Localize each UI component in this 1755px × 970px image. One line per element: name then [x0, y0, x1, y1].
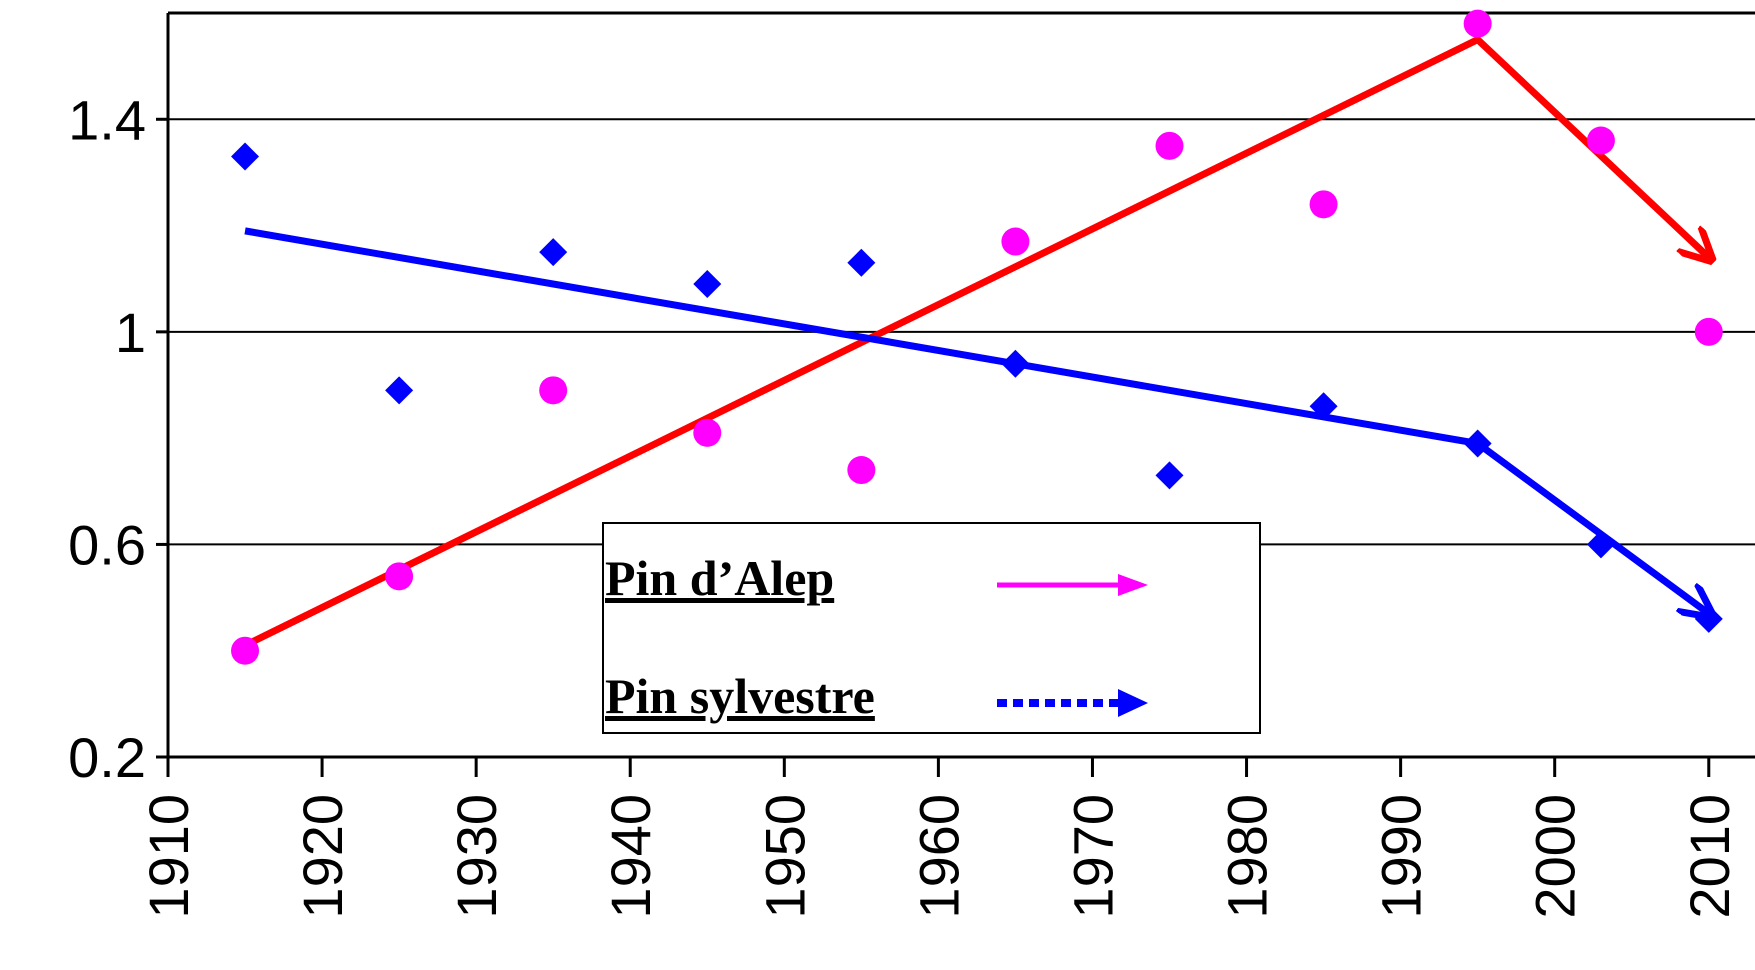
data-point: [539, 376, 568, 405]
data-point: [847, 248, 876, 277]
x-tick-label: 1970: [1061, 794, 1124, 919]
data-point: [1586, 126, 1615, 155]
grid-lines: [168, 118, 1755, 546]
legend-label: Pin d’Alep: [605, 550, 834, 606]
data-point: [385, 376, 414, 405]
data-point: [1694, 604, 1723, 633]
x-tick-label: 1950: [753, 794, 816, 919]
data-point: [693, 418, 722, 447]
data-point: [1463, 9, 1492, 38]
data-point: [1309, 190, 1338, 219]
y-tick-label: 1: [115, 301, 146, 364]
legend: Pin d’Alep Pin sylvestre: [602, 522, 1261, 734]
y-tick-label: 0.2: [68, 726, 146, 789]
data-point: [539, 238, 568, 267]
x-tick-label: 2010: [1678, 794, 1741, 919]
x-tick-label: 1960: [907, 794, 970, 919]
x-tick-label: 1990: [1370, 794, 1433, 919]
data-point: [1586, 530, 1615, 559]
data-point: [1001, 227, 1030, 256]
data-point: [231, 142, 260, 171]
data-point: [385, 562, 414, 591]
y-tick-label: 0.6: [68, 513, 146, 576]
legend-box: [602, 522, 1261, 734]
x-tick-label: 1980: [1216, 794, 1279, 919]
data-point: [1463, 429, 1492, 458]
data-point: [693, 270, 722, 299]
data-point: [231, 636, 260, 665]
data-point: [1309, 392, 1338, 421]
y-tick-label: 1.4: [68, 88, 146, 151]
x-tick-label: 2000: [1524, 794, 1587, 919]
data-point: [1155, 461, 1184, 490]
legend-swatch-arrow: [1118, 574, 1148, 596]
data-point: [847, 456, 876, 485]
data-points: [231, 9, 1723, 665]
data-point: [1155, 131, 1184, 160]
data-point: [1694, 317, 1723, 346]
legend-label: Pin sylvestre: [605, 668, 875, 724]
x-tick-label: 1910: [137, 794, 200, 919]
axes: 0.2 0.6 1 1.4 1910 1920 1930 1940 1950 1960 1970 19…: [68, 11, 1755, 919]
x-tick-label: 1920: [291, 794, 354, 919]
trend-line: [243, 35, 1709, 649]
x-tick-label: 1940: [599, 794, 662, 919]
legend-swatch-arrow: [1118, 689, 1148, 717]
data-point: [1001, 349, 1030, 378]
x-tick-label: 1930: [445, 794, 508, 919]
